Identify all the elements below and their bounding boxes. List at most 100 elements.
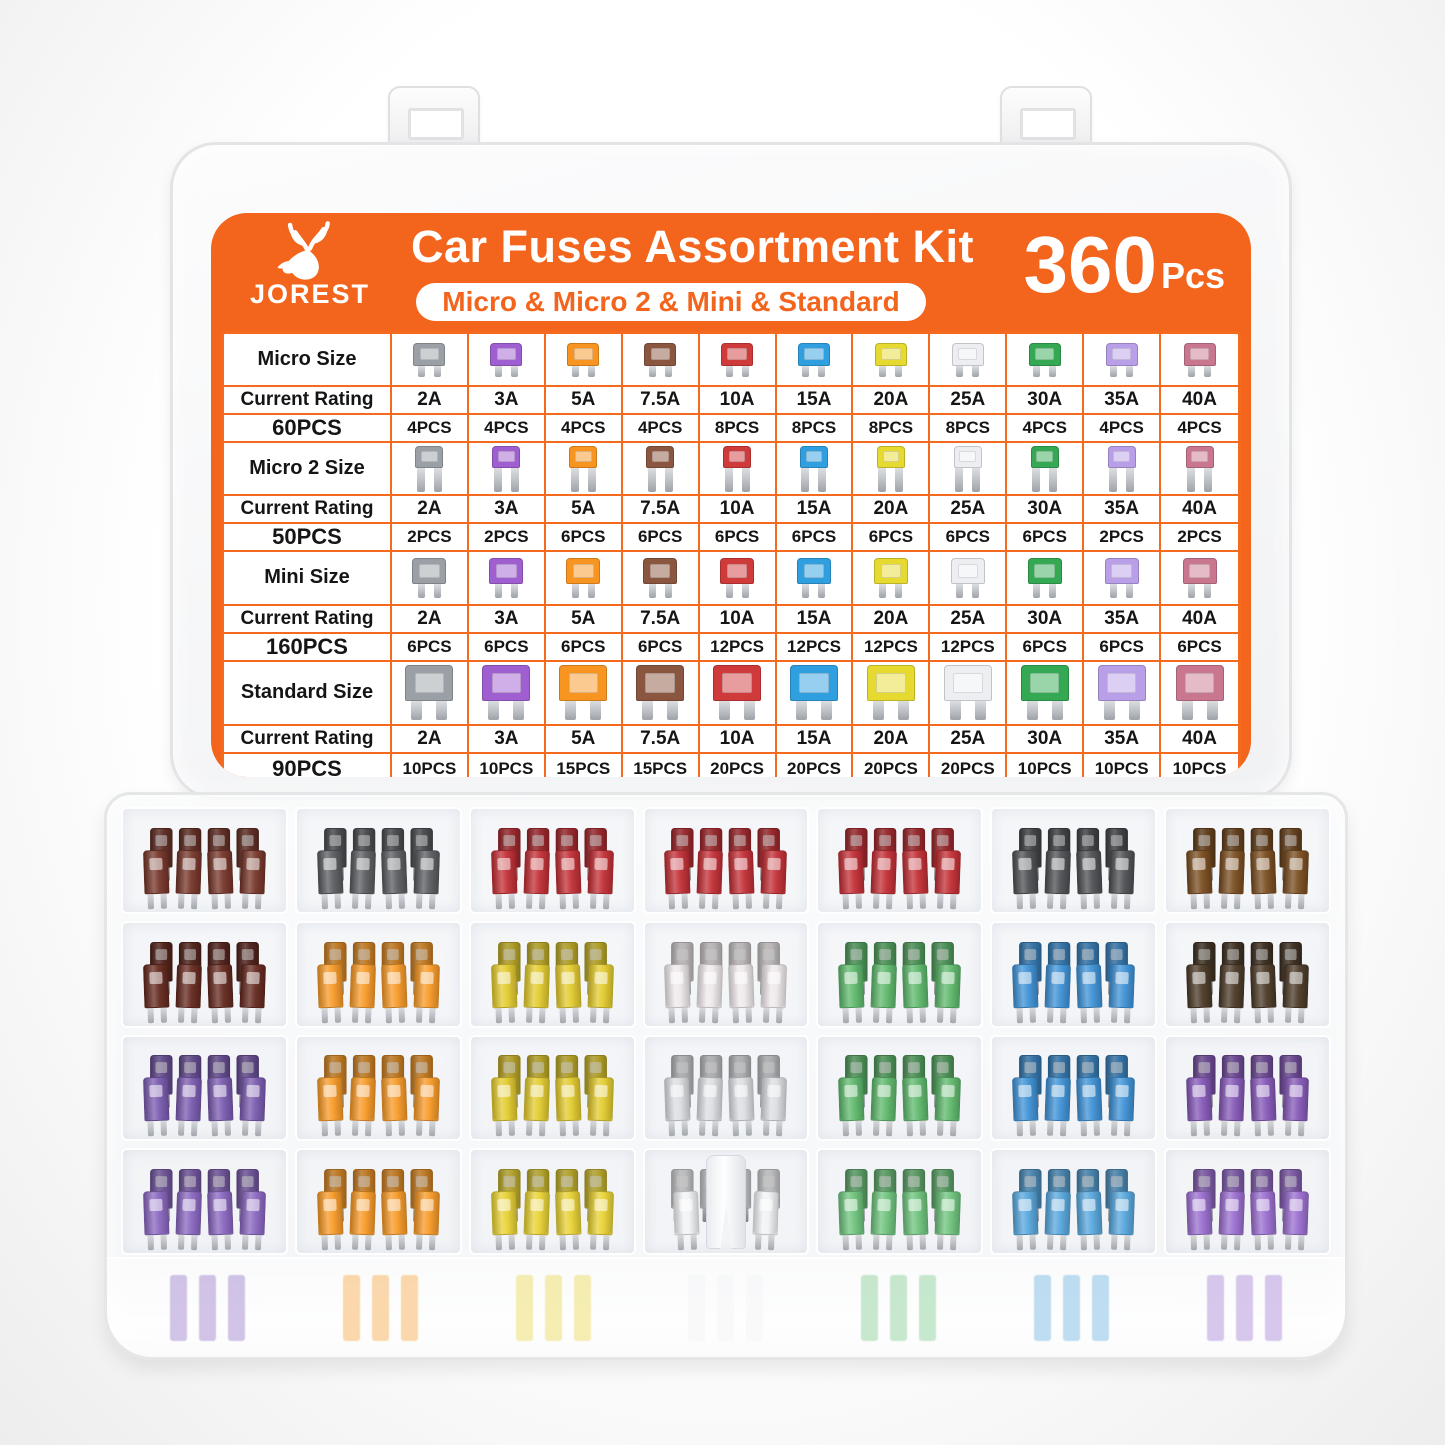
- table-fuse-cell: [545, 661, 623, 726]
- fuse-leg: [525, 1120, 533, 1137]
- fuse-body: [206, 1190, 234, 1236]
- fuse-leg: [602, 1121, 610, 1137]
- table-section-total: 160PCS: [224, 633, 392, 662]
- fuse-leg: [648, 365, 656, 377]
- blade-fuse: [934, 1076, 962, 1137]
- blade-fuse: [696, 1076, 724, 1137]
- blade-fuse: [554, 1076, 582, 1137]
- fuse-leg: [906, 1121, 914, 1137]
- fuse-leg: [950, 1121, 957, 1137]
- total-count: 360 Pcs: [1023, 225, 1225, 305]
- fuse-leg: [1016, 1121, 1024, 1137]
- fuse-legs: [1047, 893, 1067, 910]
- table-fuse-cell: [930, 443, 1008, 497]
- fuse-legs: [1110, 365, 1134, 377]
- blade-fuse: [206, 963, 234, 1023]
- fuse-legs: [802, 583, 826, 598]
- fuse-leg: [415, 893, 423, 909]
- table-pcs-value: 4PCS: [622, 415, 700, 444]
- compartment: [816, 1148, 984, 1255]
- fuse-icon: [721, 342, 754, 377]
- blade-fuse: [142, 963, 170, 1023]
- fuse-body: [760, 849, 788, 895]
- fuse-leg: [510, 467, 519, 492]
- blade-fuse: [1044, 963, 1072, 1023]
- table-pcs-value: 20PCS: [777, 753, 854, 777]
- fuse-body: [1044, 1190, 1072, 1236]
- table-size-label: Micro Size: [224, 334, 392, 388]
- fuse-body: [838, 1190, 865, 1236]
- table-rating-value: 25A: [930, 605, 1008, 634]
- blade-fuse: [554, 963, 582, 1023]
- fuse-leg: [495, 893, 502, 910]
- fuse-leg: [334, 893, 341, 909]
- fuse-leg: [572, 1120, 579, 1137]
- table-section-total: 60PCS: [224, 415, 392, 444]
- fuse-legs: [1016, 1234, 1037, 1251]
- fuse-body: [934, 849, 962, 895]
- fuse-leg: [741, 583, 749, 598]
- fuse-leg: [1203, 893, 1211, 909]
- fuse-leg: [1285, 1234, 1292, 1250]
- fuse-leg: [974, 701, 986, 721]
- fuse-body: [587, 963, 614, 1008]
- fuse-icon: [713, 665, 762, 721]
- table-rating-value: 15A: [776, 725, 854, 754]
- blade-fuse: [838, 849, 865, 910]
- fuse-legs: [1080, 1234, 1101, 1251]
- table-pcs-value: 6PCS: [622, 633, 700, 662]
- fuse-legs: [956, 365, 980, 377]
- fuse-icon: [405, 665, 454, 721]
- table-pcs-value: 12PCS: [930, 633, 1008, 662]
- fuse-legs: [763, 893, 783, 910]
- fuse-leg: [177, 893, 185, 909]
- fuse-body: [490, 1076, 518, 1122]
- blade-fuse: [838, 1190, 865, 1251]
- table-rating-label: Current Rating: [224, 725, 392, 754]
- fuse-body: [1012, 849, 1039, 895]
- fuse-body: [760, 1076, 788, 1122]
- compartment: [816, 920, 984, 1028]
- fuse-legs: [589, 1234, 610, 1251]
- fuse-leg: [1221, 1120, 1228, 1137]
- fuse-leg: [664, 583, 672, 598]
- fuse-leg: [385, 1121, 392, 1137]
- blade-fuse: [316, 1076, 344, 1137]
- ghost-fuse-group: [640, 1275, 813, 1341]
- fuse-leg: [160, 893, 167, 909]
- compartment: [990, 920, 1158, 1028]
- fuse-leg: [364, 1121, 372, 1137]
- table-rating-value: 2A: [392, 605, 469, 634]
- blade-fuse: [902, 963, 929, 1023]
- fuse-legs: [241, 1234, 262, 1251]
- fuse-leg: [1128, 701, 1140, 721]
- fuse-leg: [1047, 1007, 1054, 1023]
- fuse-body: [796, 557, 831, 584]
- fuse-leg: [1285, 1120, 1292, 1137]
- fuse-body: [587, 1190, 614, 1236]
- fuse-legs: [719, 701, 756, 721]
- fuse-leg: [906, 893, 914, 910]
- fuse-leg: [1016, 1235, 1024, 1251]
- fuse-body: [1186, 1076, 1213, 1122]
- blade-fuse: [1282, 1076, 1310, 1137]
- fuse-body: [1076, 1190, 1103, 1236]
- blade-fuse: [1218, 1076, 1246, 1137]
- fuse-leg: [776, 1007, 783, 1023]
- fuse-leg: [1298, 1007, 1305, 1023]
- fuse-legs: [177, 893, 198, 910]
- fuse-leg: [494, 583, 502, 598]
- fuse-legs: [1110, 583, 1134, 598]
- fuse-legs: [763, 1007, 783, 1023]
- fuse-legs: [177, 1007, 198, 1023]
- blade-fuse: [1282, 963, 1310, 1023]
- fuse-leg: [1124, 1007, 1131, 1023]
- fuse-icon: [1097, 665, 1146, 721]
- fuse-body: [239, 849, 266, 895]
- fuse-leg: [416, 467, 425, 492]
- fuse-legs: [1109, 467, 1135, 492]
- compartment: [121, 807, 288, 914]
- blade-fuse: [902, 849, 929, 910]
- fuse-leg: [1032, 467, 1041, 492]
- fuse-leg: [872, 701, 884, 721]
